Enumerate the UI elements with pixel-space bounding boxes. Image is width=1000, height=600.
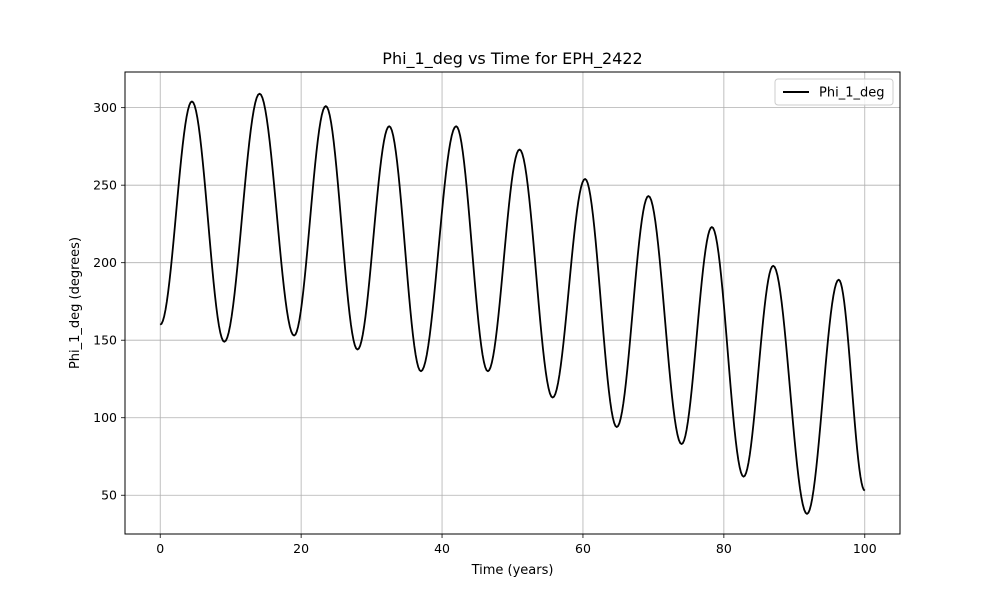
y-tick-label: 50 — [101, 488, 117, 503]
x-tick-label: 100 — [853, 541, 877, 556]
y-tick-label: 250 — [93, 178, 117, 193]
x-tick-label: 80 — [716, 541, 732, 556]
legend: Phi_1_deg — [774, 78, 894, 106]
y-axis-title: Phi_1_deg (degrees) — [68, 237, 83, 369]
y-tick-label: 200 — [93, 255, 117, 270]
chart-title: Phi_1_deg vs Time for EPH_2422 — [382, 49, 642, 69]
axis-ticks: 0 20 40 60 80 100 50 100 150 200 250 300 — [93, 100, 877, 556]
y-tick-label: 100 — [93, 410, 117, 425]
x-tick-label: 60 — [575, 541, 591, 556]
plot-frame — [124, 71, 901, 535]
series-line-phi-1-deg — [159, 92, 866, 515]
y-tick-label: 300 — [93, 100, 117, 115]
x-tick-label: 20 — [293, 541, 309, 556]
plot-area — [159, 92, 866, 515]
x-tick-label: 40 — [434, 541, 450, 556]
legend-box — [774, 78, 894, 106]
x-axis-title: Time (years) — [471, 563, 554, 578]
x-tick-label: 0 — [156, 541, 164, 556]
grid-lines — [125, 72, 900, 534]
y-tick-label: 150 — [93, 333, 117, 348]
legend-label: Phi_1_deg — [819, 86, 884, 101]
